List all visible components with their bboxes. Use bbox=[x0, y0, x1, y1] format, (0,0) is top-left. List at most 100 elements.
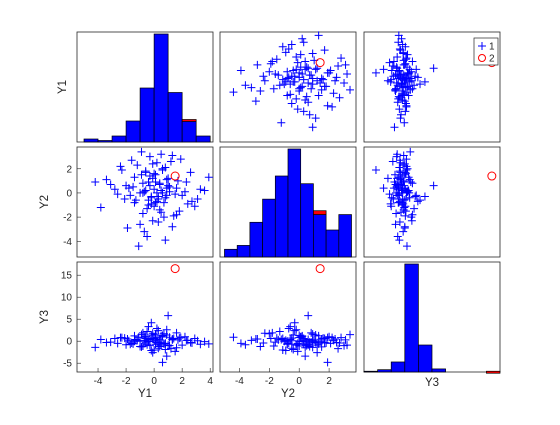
plus-marker bbox=[401, 107, 410, 116]
plus-marker bbox=[395, 163, 404, 172]
panel-frame-y2-y3 bbox=[363, 146, 501, 258]
plus-marker bbox=[390, 123, 399, 132]
plus-marker bbox=[138, 188, 147, 197]
plus-marker bbox=[145, 152, 154, 161]
plus-marker bbox=[259, 72, 268, 81]
plus-marker bbox=[158, 165, 167, 174]
histogram-bar-y3 bbox=[390, 361, 406, 373]
plus-marker bbox=[96, 335, 105, 344]
plus-marker bbox=[151, 170, 160, 179]
x-tick-label: -2 bbox=[265, 376, 274, 387]
histogram-bar-y1 bbox=[97, 140, 113, 143]
histogram-bar-y2 bbox=[274, 175, 289, 258]
plus-marker bbox=[396, 208, 405, 217]
plus-marker bbox=[402, 242, 411, 251]
circle-marker bbox=[315, 58, 325, 68]
plus-marker bbox=[287, 40, 296, 49]
plus-marker bbox=[394, 31, 403, 40]
plus-marker bbox=[334, 344, 343, 353]
histogram-bar-y2 bbox=[313, 214, 327, 258]
plus-marker bbox=[289, 77, 298, 86]
plus-marker bbox=[134, 242, 143, 251]
x-axis-label-y2: Y2 bbox=[281, 388, 295, 400]
plus-marker bbox=[283, 67, 292, 76]
plus-marker bbox=[278, 346, 287, 354]
plus-marker bbox=[171, 190, 180, 199]
plus-marker bbox=[256, 342, 265, 351]
plus-marker bbox=[313, 348, 322, 357]
plus-marker bbox=[408, 57, 417, 66]
plus-marker bbox=[152, 158, 161, 167]
plus-marker bbox=[289, 331, 298, 340]
plus-marker bbox=[204, 339, 213, 348]
plus-marker bbox=[385, 190, 394, 199]
plus-marker bbox=[91, 178, 100, 187]
plus-marker bbox=[190, 202, 199, 211]
plus-marker bbox=[392, 152, 401, 161]
plus-marker bbox=[371, 68, 380, 77]
plus-marker bbox=[162, 325, 171, 334]
plus-marker bbox=[308, 49, 317, 58]
plus-marker bbox=[292, 94, 301, 103]
plus-marker bbox=[186, 168, 195, 177]
histogram-bar-y2 bbox=[325, 229, 340, 258]
plus-marker bbox=[392, 209, 401, 218]
plus-marker bbox=[387, 66, 396, 75]
plus-marker bbox=[296, 332, 305, 341]
plus-marker bbox=[401, 59, 410, 68]
plus-marker bbox=[287, 344, 296, 353]
plus-marker bbox=[277, 118, 286, 127]
plus-marker bbox=[131, 335, 140, 344]
plus-marker bbox=[168, 151, 177, 160]
plus-marker bbox=[394, 92, 403, 101]
plus-marker bbox=[144, 178, 153, 187]
plus-marker bbox=[403, 187, 412, 196]
plus-marker bbox=[287, 99, 296, 108]
plus-marker bbox=[402, 102, 411, 111]
plus-marker bbox=[290, 326, 299, 335]
x-tick-label: 0 bbox=[296, 376, 302, 387]
histogram-bar-y3 bbox=[377, 369, 392, 373]
plus-marker bbox=[399, 151, 408, 160]
plus-marker bbox=[406, 178, 415, 187]
histogram-bar-group2-y3 bbox=[486, 370, 501, 374]
plus-marker bbox=[178, 341, 187, 350]
plus-marker bbox=[340, 341, 349, 350]
plus-marker bbox=[399, 227, 408, 236]
y-tick-label: 5 bbox=[66, 315, 72, 326]
plus-marker bbox=[400, 170, 409, 179]
plus-marker bbox=[307, 84, 316, 93]
histogram-bar-y3 bbox=[404, 263, 419, 373]
plus-marker bbox=[117, 165, 126, 174]
plus-marker bbox=[265, 67, 274, 76]
plus-marker bbox=[102, 338, 111, 347]
plus-marker bbox=[371, 165, 380, 174]
plus-marker bbox=[408, 179, 417, 188]
plus-marker bbox=[130, 337, 139, 346]
plus-marker bbox=[283, 91, 292, 100]
plus-marker bbox=[393, 232, 402, 241]
plus-marker bbox=[302, 63, 311, 72]
plus-marker bbox=[166, 157, 175, 166]
plus-marker bbox=[395, 167, 404, 176]
plus-marker bbox=[168, 222, 177, 231]
plus-marker bbox=[154, 344, 163, 353]
plus-marker bbox=[110, 185, 119, 194]
plus-marker bbox=[278, 42, 287, 51]
plus-marker bbox=[307, 328, 316, 337]
plus-marker bbox=[406, 147, 415, 156]
plus-marker bbox=[275, 81, 284, 90]
plus-marker bbox=[124, 184, 133, 193]
plus-marker bbox=[162, 175, 171, 184]
histogram-bar-y3 bbox=[363, 370, 378, 373]
plus-marker bbox=[165, 182, 174, 191]
y-tick-label: 10 bbox=[61, 293, 73, 304]
circle-marker bbox=[487, 171, 497, 181]
plus-marker bbox=[157, 150, 166, 159]
plus-marker bbox=[408, 210, 417, 219]
plus-marker bbox=[389, 194, 398, 203]
plus-marker bbox=[129, 182, 138, 191]
y-axis-label-y2: Y2 bbox=[39, 195, 51, 209]
plus-marker bbox=[172, 184, 181, 193]
plus-marker bbox=[172, 343, 181, 352]
